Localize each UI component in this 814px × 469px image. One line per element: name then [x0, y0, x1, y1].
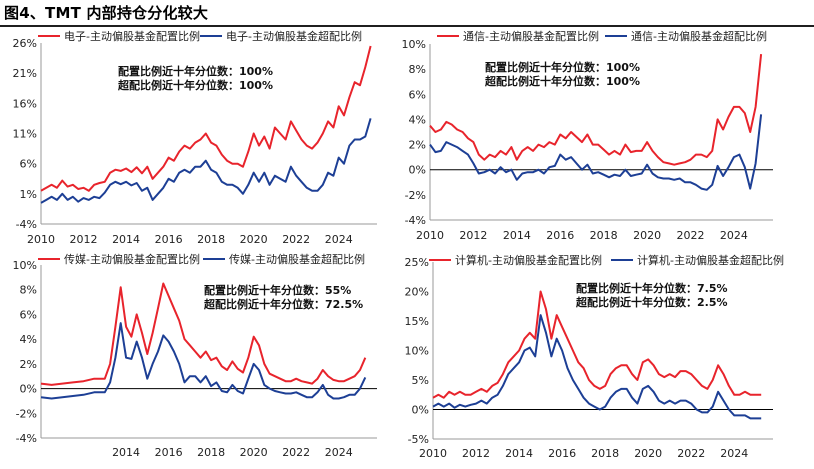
x-tick-label: 2012 [459, 229, 487, 242]
legend-label: 计算机-主动偏股基金超配比例 [637, 253, 784, 267]
y-tick-label: 26% [13, 37, 37, 50]
y-tick-label: -4% [16, 432, 37, 445]
y-tick-label: -2% [405, 189, 426, 202]
y-tick-label: -4% [405, 214, 426, 227]
x-tick-label: 2024 [720, 229, 748, 242]
x-tick-label: 2018 [197, 446, 225, 459]
y-tick-label: 1% [20, 188, 37, 201]
legend-label: 计算机-主动偏股基金配置比例 [455, 253, 602, 267]
percentile-annotation: 超配比例近十年分位数：72.5% [203, 297, 363, 311]
percentile-annotation: 超配比例近十年分位数：2.5% [575, 295, 728, 309]
legend-label: 通信-主动偏股基金配置比例 [463, 29, 599, 43]
percentile-annotation: 超配比例近十年分位数：100% [484, 74, 640, 88]
legend-label: 通信-主动偏股基金超配比例 [631, 29, 767, 43]
x-tick-label: 2018 [591, 447, 619, 460]
percentile-annotation: 配置比例近十年分位数：100% [118, 64, 273, 78]
y-tick-label: 2% [20, 358, 37, 371]
x-tick-label: 2014 [112, 233, 140, 246]
y-tick-label: -5% [408, 433, 429, 446]
x-tick-label: 2010 [419, 447, 447, 460]
x-tick-label: 2020 [633, 229, 661, 242]
x-tick-label: 2016 [548, 447, 576, 460]
y-tick-label: 0% [409, 164, 426, 177]
y-tick-label: 21% [13, 67, 37, 80]
x-tick-label: 2024 [325, 446, 353, 459]
y-tick-label: 5% [412, 374, 429, 387]
figure-title: 图4、TMT 内部持仓分化较大 [4, 4, 209, 22]
x-tick-label: 2014 [505, 447, 533, 460]
percentile-annotation: 配置比例近十年分位数：55% [204, 283, 351, 297]
y-tick-label: 6% [20, 308, 37, 321]
x-tick-label: 2016 [155, 446, 183, 459]
y-tick-label: 6% [20, 158, 37, 171]
y-tick-label: 0% [20, 383, 37, 396]
series-line-allocation [432, 290, 762, 399]
y-tick-label: 15% [405, 315, 429, 328]
x-tick-label: 2016 [155, 233, 183, 246]
percentile-annotation: 超配比例近十年分位数：100% [117, 78, 273, 92]
y-tick-label: -2% [16, 407, 37, 420]
x-tick-label: 2012 [70, 233, 98, 246]
series-line-overweight [432, 314, 762, 420]
x-tick-label: 2010 [27, 233, 55, 246]
x-tick-label: 2010 [416, 229, 444, 242]
x-tick-label: 2016 [546, 229, 574, 242]
y-tick-label: 0% [412, 404, 429, 417]
legend-label: 传媒-主动偏股基金配置比例 [64, 252, 200, 266]
x-tick-label: 2018 [197, 233, 225, 246]
x-tick-label: 2012 [462, 447, 490, 460]
y-tick-label: 4% [20, 333, 37, 346]
series-line-allocation [429, 53, 763, 166]
title-divider [0, 25, 814, 27]
y-tick-label: 6% [409, 88, 426, 101]
y-tick-label: 8% [409, 63, 426, 76]
percentile-annotation: 配置比例近十年分位数：100% [485, 60, 640, 74]
y-tick-label: 16% [13, 97, 37, 110]
series-line-overweight [40, 322, 367, 400]
y-tick-label: 20% [405, 286, 429, 299]
x-tick-label: 2014 [112, 446, 140, 459]
legend-label: 传媒-主动偏股基金超配比例 [229, 252, 365, 266]
y-tick-label: 11% [13, 128, 37, 141]
series-line-allocation [40, 45, 372, 192]
y-tick-label: 8% [20, 284, 37, 297]
x-tick-label: 2022 [677, 229, 705, 242]
percentile-annotation: 配置比例近十年分位数：7.5% [576, 281, 728, 295]
y-tick-label: 4% [409, 113, 426, 126]
legend-label: 电子-主动偏股基金超配比例 [226, 29, 362, 43]
x-tick-label: 2018 [590, 229, 618, 242]
series-line-allocation [40, 282, 367, 386]
x-tick-label: 2020 [240, 233, 268, 246]
x-tick-label: 2022 [282, 233, 310, 246]
y-tick-label: 10% [13, 259, 37, 272]
y-tick-label: 2% [409, 139, 426, 152]
series-line-overweight [40, 118, 372, 204]
y-tick-label: 10% [405, 345, 429, 358]
x-tick-label: 2024 [325, 233, 353, 246]
x-tick-label: 2014 [503, 229, 531, 242]
series-line-overweight [429, 114, 763, 191]
x-tick-label: 2024 [720, 447, 748, 460]
x-tick-label: 2022 [677, 447, 705, 460]
y-tick-label: 10% [402, 38, 426, 51]
y-tick-label: -4% [16, 218, 37, 231]
legend-label: 电子-主动偏股基金配置比例 [64, 29, 200, 43]
x-tick-label: 2020 [634, 447, 662, 460]
x-tick-label: 2022 [282, 446, 310, 459]
y-tick-label: 25% [405, 256, 429, 269]
x-tick-label: 2020 [240, 446, 268, 459]
